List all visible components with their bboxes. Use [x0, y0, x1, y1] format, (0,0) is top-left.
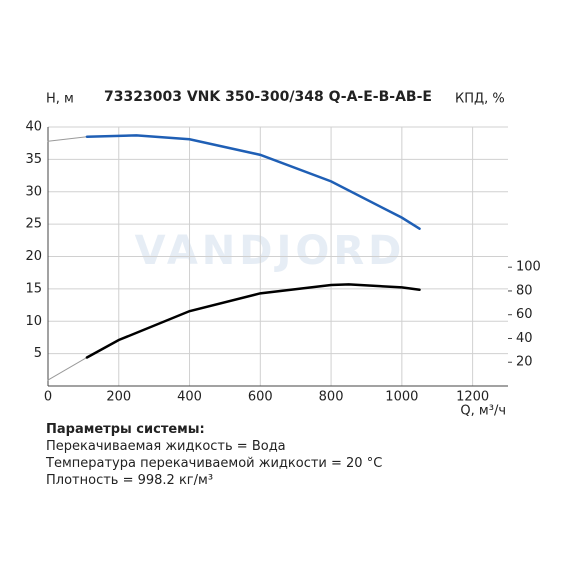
y2-tick-label: 100	[516, 260, 541, 275]
y-tick-label: 25	[25, 217, 42, 232]
x-tick-label: 800	[319, 390, 344, 405]
y-tick-label: 35	[25, 152, 42, 167]
x-tick-label: 400	[177, 390, 202, 405]
note: Температура перекачиваемой жидкости = 20…	[45, 456, 382, 471]
line	[85, 134, 421, 230]
y-axis-label: H, м	[46, 92, 74, 107]
y-tick-label: 10	[25, 314, 42, 329]
y-tick-label: 20	[25, 249, 42, 264]
y2-axis-label: КПД, %	[455, 92, 505, 107]
x-tick-label: 1000	[385, 390, 418, 405]
note: Плотность = 998.2 кг/м³	[46, 473, 213, 488]
y-tick-label: 40	[25, 120, 42, 135]
y2-tick-label: 60	[516, 307, 533, 322]
y-tick-label: 5	[34, 346, 42, 361]
y2-tick-label: 80	[516, 283, 533, 298]
line	[85, 283, 421, 359]
y2-tick-label: 20	[516, 355, 533, 370]
notes-title: Параметры системы:	[46, 422, 205, 437]
chart-title: 73323003 VNK 350-300/348 Q-A-E-B-AB-E	[104, 89, 432, 105]
x-tick-label: 600	[248, 390, 273, 405]
y2-tick-label: 40	[516, 331, 533, 346]
watermark: VANDJORD	[135, 228, 406, 274]
note: Перекачиваемая жидкость = Вода	[46, 439, 286, 454]
line	[47, 136, 88, 142]
x-tick-label: 0	[44, 390, 52, 405]
x-axis-label: Q, м³/ч	[460, 404, 506, 419]
y-tick-label: 15	[25, 281, 42, 296]
x-tick-label: 1200	[456, 390, 489, 405]
y-tick-label: 30	[25, 184, 42, 199]
x-tick-label: 200	[106, 390, 131, 405]
line	[47, 356, 88, 381]
